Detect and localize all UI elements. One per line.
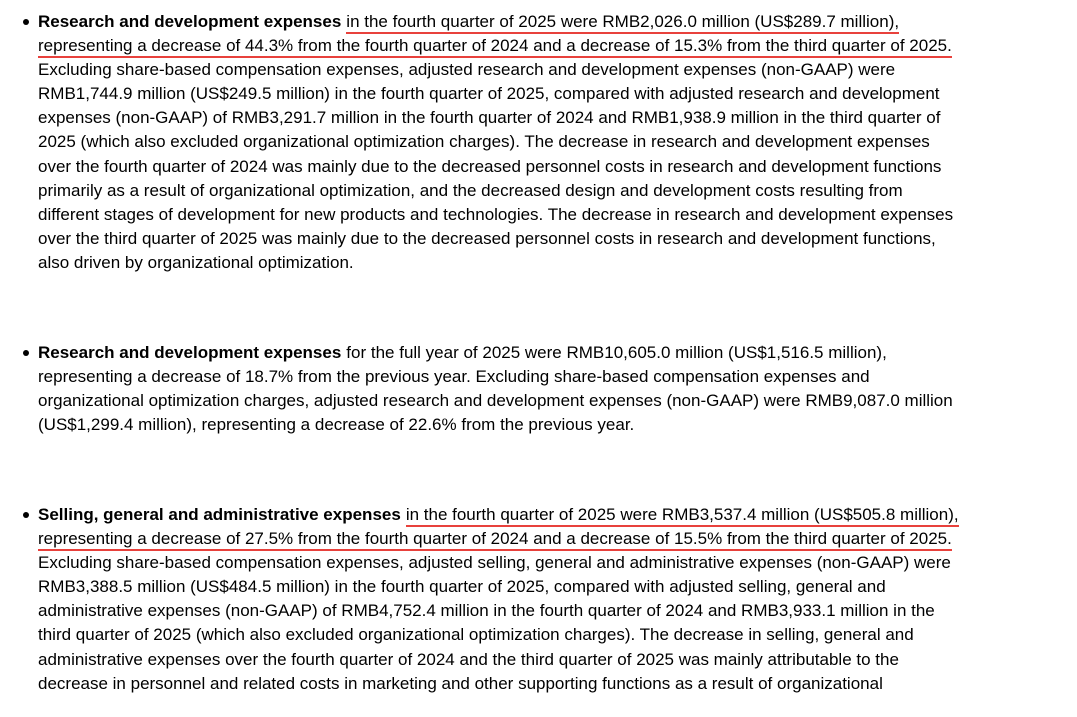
line-text: in the fourth quarter of 2025 were RMB2,… — [346, 12, 900, 34]
bullet-dot — [23, 512, 29, 518]
text-line: Selling, general and administrative expe… — [38, 503, 1068, 527]
bullet-item: Selling, general and administrative expe… — [23, 503, 1068, 696]
bullet-dot — [23, 19, 29, 25]
bold-lead: Research and development expenses — [38, 12, 342, 31]
line-text: expenses (non-GAAP) of RMB3,291.7 millio… — [38, 108, 941, 128]
line-text: administrative expenses over the fourth … — [38, 649, 899, 669]
text-line: 2025 (which also excluded organizational… — [38, 130, 1068, 154]
line-text: over the fourth quarter of 2024 was main… — [38, 156, 942, 176]
line-text: RMB1,744.9 million (US$249.5 million) in… — [38, 84, 940, 104]
bold-lead: Research and development expenses — [38, 343, 342, 362]
text-line: administrative expenses over the fourth … — [38, 648, 1068, 672]
text-line: primarily as a result of organizational … — [38, 179, 1068, 203]
line-text: for the full year of 2025 were RMB10,605… — [346, 343, 887, 362]
text-line: Excluding share-based compensation expen… — [38, 58, 1068, 82]
bullet-dot — [23, 350, 29, 356]
line-text: different stages of development for new … — [38, 204, 954, 224]
text-line: Research and development expenses in the … — [38, 10, 1068, 34]
bullet-item: Research and development expenses in the … — [23, 10, 1068, 275]
text-line: over the third quarter of 2025 was mainl… — [38, 227, 1068, 251]
line-text: 2025 (which also excluded organizational… — [38, 132, 930, 152]
text-line: Research and development expenses for the… — [38, 341, 1068, 365]
line-text: administrative expenses (non-GAAP) of RM… — [38, 601, 935, 621]
text-line: RMB1,744.9 million (US$249.5 million) in… — [38, 82, 1068, 106]
text-line: decrease in personnel and related costs … — [38, 672, 1068, 696]
text-line: third quarter of 2025 (which also exclud… — [38, 623, 1068, 647]
bullet-item: Research and development expenses for the… — [23, 341, 1068, 437]
text-line: administrative expenses (non-GAAP) of RM… — [38, 599, 1068, 623]
line-text: organizational optimization charges, adj… — [38, 391, 953, 411]
line-text: Excluding share-based compensation expen… — [38, 553, 951, 573]
line-text: third quarter of 2025 (which also exclud… — [38, 625, 914, 645]
text-line: (US$1,299.4 million), representing a dec… — [38, 413, 1068, 437]
line-text: decrease in personnel and related costs … — [38, 673, 883, 693]
text-line: RMB3,388.5 million (US$484.5 million) in… — [38, 575, 1068, 599]
line-text: over the third quarter of 2025 was mainl… — [38, 228, 936, 248]
line-text: in the fourth quarter of 2025 were RMB3,… — [405, 505, 959, 527]
line-text: representing a decrease of 18.7% from th… — [38, 367, 870, 387]
text-line: representing a decrease of 18.7% from th… — [38, 365, 1068, 389]
line-text: also driven by organizational optimizati… — [38, 252, 354, 272]
line-text: representing a decrease of 44.3% from th… — [38, 36, 952, 59]
text-line: different stages of development for new … — [38, 203, 1068, 227]
line-text: RMB3,388.5 million (US$484.5 million) in… — [38, 577, 886, 597]
text-line: representing a decrease of 44.3% from th… — [38, 34, 1068, 59]
text-line: organizational optimization charges, adj… — [38, 389, 1068, 413]
text-line: Excluding share-based compensation expen… — [38, 551, 1068, 575]
bold-lead: Selling, general and administrative expe… — [38, 505, 401, 524]
text-line: over the fourth quarter of 2024 was main… — [38, 155, 1068, 179]
line-text: representing a decrease of 27.5% from th… — [38, 529, 952, 552]
text-line: expenses (non-GAAP) of RMB3,291.7 millio… — [38, 106, 1068, 130]
text-line: also driven by organizational optimizati… — [38, 251, 1068, 275]
line-text: primarily as a result of organizational … — [38, 180, 903, 200]
line-text: Excluding share-based compensation expen… — [38, 60, 896, 80]
text-line: representing a decrease of 27.5% from th… — [38, 527, 1068, 552]
line-text: (US$1,299.4 million), representing a dec… — [38, 415, 635, 435]
